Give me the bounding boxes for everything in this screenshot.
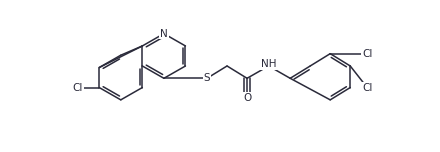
Text: Cl: Cl xyxy=(362,83,372,93)
Text: O: O xyxy=(243,93,251,103)
Text: Cl: Cl xyxy=(362,49,372,59)
Text: NH: NH xyxy=(261,59,276,69)
Text: Cl: Cl xyxy=(73,83,83,93)
Text: S: S xyxy=(204,73,210,83)
Text: N: N xyxy=(160,29,168,39)
